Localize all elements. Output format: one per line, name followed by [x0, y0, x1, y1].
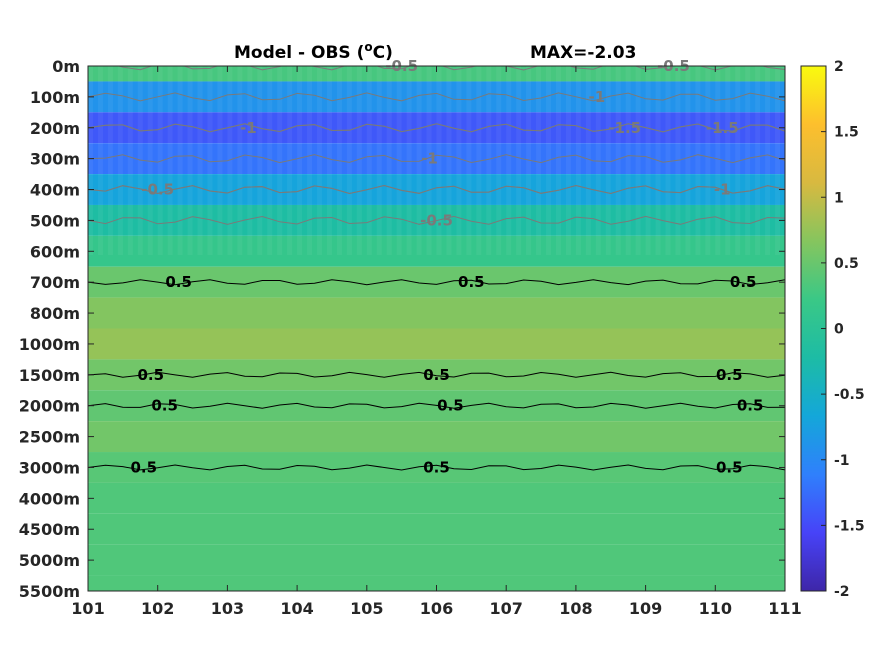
heatmap-band	[88, 452, 785, 483]
contour-label: -1	[588, 88, 605, 106]
heatmap-band	[88, 266, 785, 298]
contour-label: 0.5	[423, 458, 450, 476]
x-tick-label: 103	[211, 599, 244, 618]
contour-label: 0.5	[458, 273, 485, 291]
max-label: MAX=-2.03	[530, 43, 636, 63]
colorbar: 2 1.5 1 0.5 0 -0.5 -1 -1.5 -2	[800, 59, 865, 600]
colorbar-tick-label: -1	[834, 453, 850, 469]
contour-label: 0.5	[130, 458, 157, 476]
y-tick-label: 300m	[30, 150, 80, 169]
title-unit-superscript: o	[364, 40, 372, 54]
contour-label: -1	[421, 150, 438, 168]
x-tick-label: 102	[141, 599, 174, 618]
chart-title: Model - OBS (oC)	[234, 40, 393, 63]
heatmap-band	[88, 482, 785, 514]
colorbar-tick-label: -0.5	[834, 387, 865, 403]
y-tick-label: 5500m	[19, 582, 80, 601]
y-tick-label: 1500m	[19, 366, 80, 385]
heatmap-field	[88, 66, 785, 591]
x-tick-label: 101	[71, 599, 104, 618]
y-tick-label: 0m	[52, 57, 80, 76]
y-tick-label: 3000m	[19, 458, 80, 477]
y-axis: 0m 100m 200m 300m 400m 500m 600m 700m 800m 1000m 1…	[19, 57, 785, 601]
contour-line	[88, 464, 785, 471]
contour-label: -1	[240, 119, 257, 137]
contour-label: -1	[714, 181, 731, 199]
colorbar-tick-label: 1	[834, 190, 844, 206]
x-tick-label: 104	[280, 599, 313, 618]
contour-lines	[88, 66, 785, 471]
x-tick-label: 111	[768, 599, 801, 618]
colorbar-tick-label: 0	[834, 322, 844, 338]
x-tick-label: 107	[489, 599, 522, 618]
x-tick-label: 109	[629, 599, 662, 618]
y-tick-label: 2000m	[19, 397, 80, 416]
y-tick-label: 1000m	[19, 335, 80, 354]
contour-line	[88, 215, 785, 225]
y-tick-label: 200m	[30, 119, 80, 138]
y-tick-label: 800m	[30, 304, 80, 323]
contour-line	[88, 371, 785, 378]
y-tick-label: 700m	[30, 273, 80, 292]
contour-line	[88, 123, 785, 133]
x-tick-label: 106	[420, 599, 453, 618]
contour-line	[88, 279, 785, 286]
y-tick-label: 5000m	[19, 551, 80, 570]
heatmap-band	[88, 575, 785, 591]
contour-label: 0.5	[137, 366, 164, 384]
y-tick-label: 4000m	[19, 489, 80, 508]
heatmap-band	[88, 143, 785, 175]
contour-label: -0.5	[141, 181, 174, 199]
contour-line	[88, 184, 785, 195]
y-tick-label: 100m	[30, 88, 80, 107]
colorbar-tick-label: 1.5	[834, 125, 859, 141]
x-tick-label: 110	[699, 599, 732, 618]
heatmap-band	[88, 421, 785, 453]
y-tick-label: 4500m	[19, 520, 80, 539]
heatmap-band	[88, 235, 785, 267]
contour-label: 0.5	[423, 366, 450, 384]
colorbar-tick-label: 0.5	[834, 256, 859, 272]
contour-line	[88, 92, 785, 102]
colorbar-tick-label: -1.5	[834, 518, 865, 534]
contour-label: 0.5	[716, 458, 743, 476]
contour-line	[88, 66, 785, 71]
heatmap-band	[88, 297, 785, 329]
heatmap-band	[88, 328, 785, 360]
contour-labels: -0.5-1-0.5-1-0.5-1-1.5-0.5-1.5-10.5 0.5 0.…	[130, 57, 763, 476]
contour-line	[88, 402, 785, 409]
colorbar-tick-label: 2	[834, 59, 844, 75]
y-tick-label: 2500m	[19, 428, 80, 447]
x-tick-label: 108	[559, 599, 592, 618]
colorbar-tick-label: -2	[834, 584, 850, 600]
x-tick-label: 105	[350, 599, 383, 618]
contour-label: 0.5	[730, 273, 757, 291]
y-tick-label: 400m	[30, 181, 80, 200]
y-tick-label: 600m	[30, 242, 80, 261]
contour-line	[88, 154, 785, 164]
heatmap-band	[88, 112, 785, 144]
heatmap-band	[88, 544, 785, 576]
heatmap-band	[88, 81, 785, 113]
heatmap-band	[88, 513, 785, 545]
x-axis: 101 102 103 104 105 106 107 108 109 110 111	[71, 66, 802, 618]
contour-label: 0.5	[151, 397, 178, 415]
contour-label: 0.5	[165, 273, 192, 291]
contour-label: 0.5	[737, 397, 764, 415]
y-tick-label: 500m	[30, 211, 80, 230]
contour-label: -0.5	[420, 211, 453, 229]
contour-label: 0.5	[716, 366, 743, 384]
contour-label: 0.5	[437, 397, 464, 415]
contour-label: -1.5	[706, 119, 739, 137]
contour-label: -1.5	[608, 119, 641, 137]
